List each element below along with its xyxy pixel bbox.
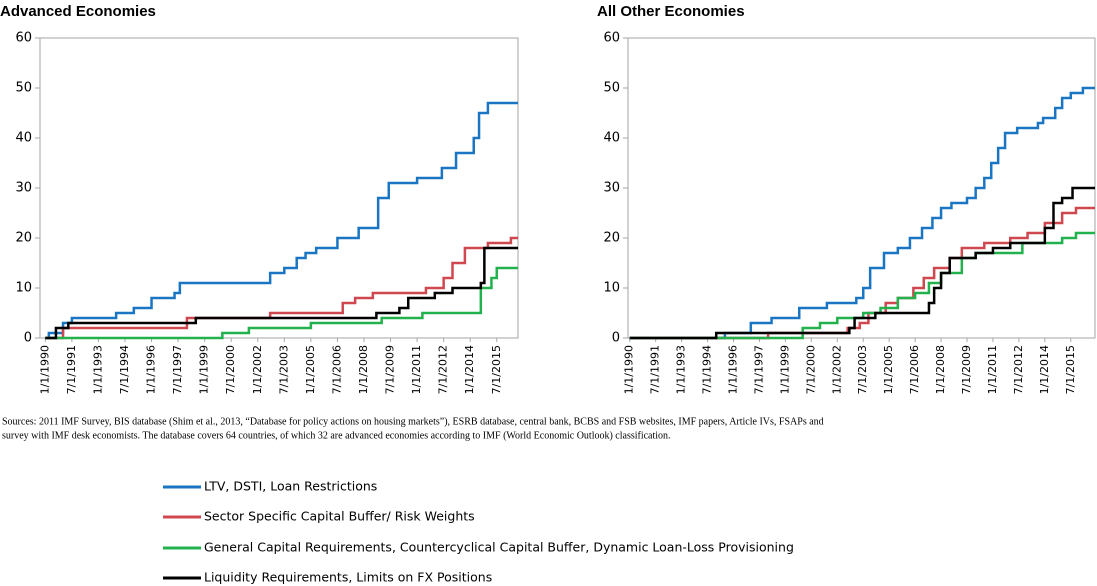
x-tick-label: 1/1/1999 [198, 345, 211, 394]
x-tick-label: 7/1/2015 [1064, 345, 1077, 394]
series-line [629, 186, 1095, 340]
x-tick-label: 1/1/2005 [882, 345, 895, 394]
x-tick-label: 7/1/2003 [277, 345, 290, 394]
series-line [629, 86, 1095, 340]
y-tick-label: 30 [15, 181, 32, 196]
chart-title: All Other Economies [597, 3, 745, 20]
x-tick-label: 1/1/1993 [91, 345, 104, 394]
y-tick-label: 60 [15, 31, 32, 46]
sources-line: Sources: 2011 IMF Survey, BIS database (… [2, 416, 824, 427]
y-tick-label: 50 [603, 81, 620, 96]
x-tick-label: 7/1/1991 [65, 345, 78, 394]
x-tick-label: 1/1/1996 [727, 345, 740, 394]
x-tick-label: 1/1/2002 [830, 345, 843, 394]
y-tick-label: 10 [603, 281, 620, 296]
y-tick-label: 30 [603, 181, 620, 196]
y-tick-label: 20 [15, 231, 32, 246]
x-tick-label: 7/1/2009 [960, 345, 973, 394]
sources-line: survey with IMF desk economists. The dat… [2, 430, 671, 441]
x-tick-label: 7/1/1997 [752, 345, 765, 394]
x-tick-label: 1/1/2005 [304, 345, 317, 394]
x-tick-label: 7/1/1997 [171, 345, 184, 394]
y-tick-label: 20 [603, 231, 620, 246]
legend-label: Liquidity Requirements, Limits on FX Pos… [204, 570, 492, 585]
x-tick-label: 1/1/1993 [675, 345, 688, 394]
y-tick-label: 10 [15, 281, 32, 296]
x-tick-label: 1/1/2011 [986, 345, 999, 394]
x-tick-label: 1/1/1990 [623, 345, 636, 394]
y-tick-label: 50 [15, 81, 32, 96]
y-tick-label: 0 [24, 331, 32, 346]
y-tick-label: 0 [612, 331, 620, 346]
x-tick-label: 7/1/2000 [804, 345, 817, 394]
series-line [45, 246, 518, 340]
x-tick-label: 7/1/2012 [437, 345, 450, 394]
y-tick-label: 60 [603, 31, 620, 46]
x-tick-label: 7/1/2009 [384, 345, 397, 394]
x-tick-label: 1/1/2011 [410, 345, 423, 394]
series-line [45, 101, 518, 340]
x-tick-label: 7/1/1994 [701, 345, 714, 394]
x-tick-label: 1/1/1990 [38, 345, 51, 394]
x-tick-label: 1/1/2002 [251, 345, 264, 394]
x-tick-label: 7/1/1994 [118, 345, 131, 394]
x-tick-label: 7/1/2015 [490, 345, 503, 394]
y-tick-label: 40 [15, 131, 32, 146]
x-tick-label: 1/1/1996 [145, 345, 158, 394]
x-tick-label: 1/1/2008 [357, 345, 370, 394]
x-tick-label: 7/1/1991 [649, 345, 662, 394]
x-tick-label: 7/1/2003 [856, 345, 869, 394]
plot-frame [627, 37, 1096, 339]
legend-label: Sector Specific Capital Buffer/ Risk Wei… [204, 509, 475, 524]
x-tick-label: 7/1/2012 [1012, 345, 1025, 394]
x-tick-label: 1/1/2014 [1038, 345, 1051, 394]
y-tick-label: 40 [603, 131, 620, 146]
legend-label: LTV, DSTI, Loan Restrictions [204, 479, 377, 494]
legend-label: General Capital Requirements, Countercyc… [204, 540, 794, 555]
x-tick-label: 1/1/1999 [778, 345, 791, 394]
x-tick-label: 1/1/2014 [463, 345, 476, 394]
x-tick-label: 7/1/2006 [908, 345, 921, 394]
x-tick-label: 7/1/2000 [224, 345, 237, 394]
x-tick-label: 1/1/2008 [934, 345, 947, 394]
series-line [45, 266, 518, 340]
chart-title: Advanced Economies [0, 3, 156, 20]
x-tick-label: 7/1/2006 [330, 345, 343, 394]
